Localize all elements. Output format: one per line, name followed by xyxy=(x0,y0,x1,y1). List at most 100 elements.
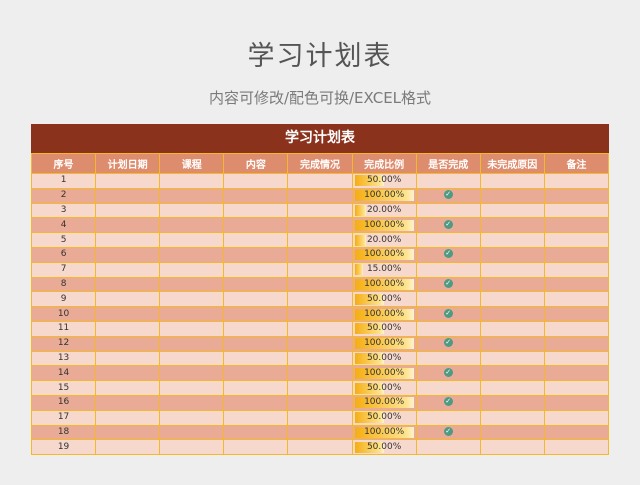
row-number-cell[interactable]: 19 xyxy=(30,439,97,456)
row-number-cell[interactable]: 1 xyxy=(30,173,97,189)
content-cell[interactable] xyxy=(223,261,289,278)
row-number-cell[interactable]: 14 xyxy=(30,365,97,382)
content-cell[interactable] xyxy=(223,306,289,322)
content-cell[interactable] xyxy=(223,232,289,248)
course-cell[interactable] xyxy=(159,350,225,367)
status-cell[interactable] xyxy=(287,409,353,426)
is-complete-cell[interactable]: ✓ xyxy=(415,424,481,441)
reason-cell[interactable] xyxy=(479,350,545,367)
column-header[interactable]: 序号 xyxy=(30,153,97,174)
row-number-cell[interactable]: 16 xyxy=(30,394,97,411)
plan-date-cell[interactable] xyxy=(95,424,161,441)
column-header[interactable]: 完成比例 xyxy=(351,153,417,174)
reason-cell[interactable] xyxy=(479,439,545,456)
row-number-cell[interactable]: 8 xyxy=(30,276,97,293)
plan-date-cell[interactable] xyxy=(95,365,161,382)
notes-cell[interactable] xyxy=(543,306,610,322)
completion-ratio-cell[interactable]: 100.00% xyxy=(351,306,417,322)
is-complete-cell[interactable]: ✓ xyxy=(415,246,481,263)
content-cell[interactable] xyxy=(223,350,289,367)
column-header[interactable]: 未完成原因 xyxy=(479,153,545,174)
notes-cell[interactable] xyxy=(543,335,610,352)
plan-date-cell[interactable] xyxy=(95,320,161,337)
content-cell[interactable] xyxy=(223,217,289,234)
row-number-cell[interactable]: 7 xyxy=(30,261,97,278)
status-cell[interactable] xyxy=(287,232,353,248)
is-complete-cell[interactable] xyxy=(415,202,481,219)
completion-ratio-cell[interactable]: 50.00% xyxy=(351,291,417,308)
notes-cell[interactable] xyxy=(543,217,610,234)
plan-date-cell[interactable] xyxy=(95,217,161,234)
is-complete-cell[interactable]: ✓ xyxy=(415,335,481,352)
status-cell[interactable] xyxy=(287,246,353,263)
row-number-cell[interactable]: 6 xyxy=(30,246,97,263)
row-number-cell[interactable]: 18 xyxy=(30,424,97,441)
row-number-cell[interactable]: 11 xyxy=(30,320,97,337)
reason-cell[interactable] xyxy=(479,380,545,396)
plan-date-cell[interactable] xyxy=(95,306,161,322)
plan-date-cell[interactable] xyxy=(95,291,161,308)
column-header[interactable]: 备注 xyxy=(543,153,610,174)
course-cell[interactable] xyxy=(159,261,225,278)
is-complete-cell[interactable]: ✓ xyxy=(415,365,481,382)
course-cell[interactable] xyxy=(159,365,225,382)
row-number-cell[interactable]: 10 xyxy=(30,306,97,322)
course-cell[interactable] xyxy=(159,424,225,441)
status-cell[interactable] xyxy=(287,306,353,322)
row-number-cell[interactable]: 9 xyxy=(30,291,97,308)
notes-cell[interactable] xyxy=(543,409,610,426)
course-cell[interactable] xyxy=(159,380,225,396)
course-cell[interactable] xyxy=(159,409,225,426)
status-cell[interactable] xyxy=(287,350,353,367)
reason-cell[interactable] xyxy=(479,276,545,293)
completion-ratio-cell[interactable]: 50.00% xyxy=(351,320,417,337)
status-cell[interactable] xyxy=(287,380,353,396)
is-complete-cell[interactable] xyxy=(415,173,481,189)
status-cell[interactable] xyxy=(287,320,353,337)
content-cell[interactable] xyxy=(223,380,289,396)
content-cell[interactable] xyxy=(223,439,289,456)
notes-cell[interactable] xyxy=(543,439,610,456)
row-number-cell[interactable]: 4 xyxy=(30,217,97,234)
plan-date-cell[interactable] xyxy=(95,350,161,367)
reason-cell[interactable] xyxy=(479,217,545,234)
completion-ratio-cell[interactable]: 50.00% xyxy=(351,409,417,426)
reason-cell[interactable] xyxy=(479,291,545,308)
completion-ratio-cell[interactable]: 100.00% xyxy=(351,246,417,263)
status-cell[interactable] xyxy=(287,365,353,382)
notes-cell[interactable] xyxy=(543,380,610,396)
is-complete-cell[interactable] xyxy=(415,409,481,426)
plan-date-cell[interactable] xyxy=(95,173,161,189)
plan-date-cell[interactable] xyxy=(95,187,161,204)
notes-cell[interactable] xyxy=(543,365,610,382)
notes-cell[interactable] xyxy=(543,232,610,248)
status-cell[interactable] xyxy=(287,335,353,352)
completion-ratio-cell[interactable]: 100.00% xyxy=(351,187,417,204)
status-cell[interactable] xyxy=(287,424,353,441)
row-number-cell[interactable]: 5 xyxy=(30,232,97,248)
reason-cell[interactable] xyxy=(479,409,545,426)
completion-ratio-cell[interactable]: 15.00% xyxy=(351,261,417,278)
content-cell[interactable] xyxy=(223,291,289,308)
reason-cell[interactable] xyxy=(479,246,545,263)
reason-cell[interactable] xyxy=(479,394,545,411)
content-cell[interactable] xyxy=(223,173,289,189)
course-cell[interactable] xyxy=(159,276,225,293)
plan-date-cell[interactable] xyxy=(95,261,161,278)
completion-ratio-cell[interactable]: 50.00% xyxy=(351,173,417,189)
reason-cell[interactable] xyxy=(479,424,545,441)
completion-ratio-cell[interactable]: 50.00% xyxy=(351,439,417,456)
content-cell[interactable] xyxy=(223,424,289,441)
course-cell[interactable] xyxy=(159,217,225,234)
notes-cell[interactable] xyxy=(543,320,610,337)
status-cell[interactable] xyxy=(287,261,353,278)
is-complete-cell[interactable]: ✓ xyxy=(415,276,481,293)
completion-ratio-cell[interactable]: 50.00% xyxy=(351,350,417,367)
course-cell[interactable] xyxy=(159,335,225,352)
is-complete-cell[interactable] xyxy=(415,291,481,308)
reason-cell[interactable] xyxy=(479,365,545,382)
is-complete-cell[interactable] xyxy=(415,380,481,396)
completion-ratio-cell[interactable]: 100.00% xyxy=(351,217,417,234)
completion-ratio-cell[interactable]: 100.00% xyxy=(351,424,417,441)
course-cell[interactable] xyxy=(159,306,225,322)
